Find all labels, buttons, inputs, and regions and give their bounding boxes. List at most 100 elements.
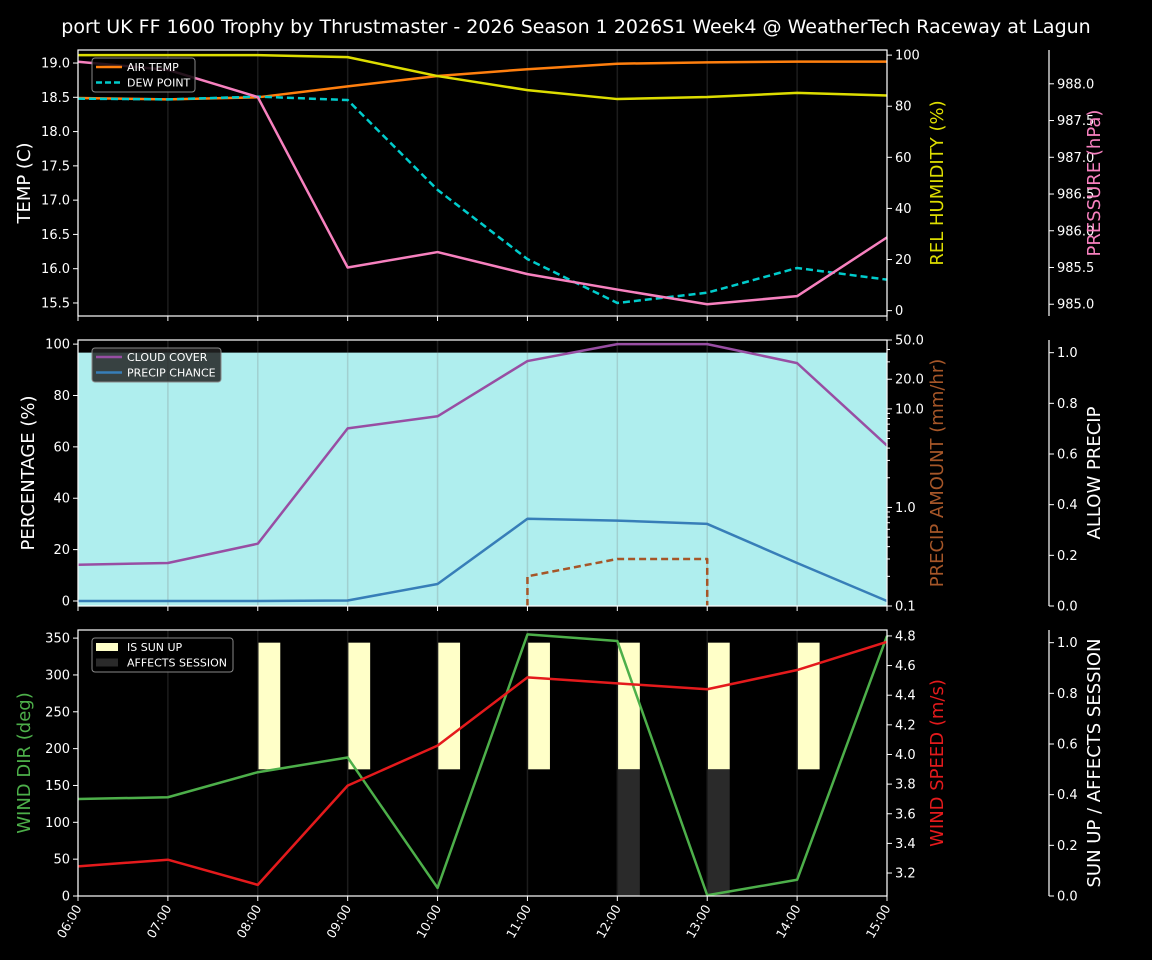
- y-tick-label: 0.2: [1057, 839, 1078, 854]
- y-tick-label: 4.6: [895, 659, 916, 674]
- legend-swatch: [96, 658, 118, 667]
- legend-box: [91, 347, 222, 383]
- dew-point-line: [77, 95, 888, 305]
- y-tick-label: 40: [895, 202, 912, 217]
- y-tick-label: 0.8: [1057, 397, 1078, 412]
- y-axis-label-right2: SUN UP / AFFECTS SESSION: [1084, 638, 1105, 887]
- y-tick-label: 16.0: [41, 262, 70, 277]
- y-tick-label: 60: [895, 151, 912, 166]
- x-tick-label: 09:00: [323, 902, 354, 941]
- y-tick-label: 20: [895, 253, 912, 268]
- y-tick-label: 50.0: [895, 334, 924, 349]
- plot-frame: [77, 49, 888, 317]
- y-axis-label: TEMP (C): [14, 142, 35, 224]
- y-tick-label: 985.5: [1057, 261, 1094, 276]
- legend-label: AIR TEMP: [127, 61, 179, 74]
- sun-up-bar: [797, 642, 820, 770]
- y-tick-label: 17.0: [41, 194, 70, 209]
- y-tick-label: 3.6: [895, 807, 916, 822]
- sun-up-bar: [707, 642, 730, 770]
- y-axis-label: PERCENTAGE (%): [18, 395, 39, 550]
- y-tick-label: 0: [62, 890, 70, 905]
- y-tick-label: 80: [53, 389, 70, 404]
- y-tick-label: 1.0: [1057, 636, 1078, 651]
- legend: IS SUN UP AFFECTS SESSION: [91, 637, 234, 673]
- allow-precip-area: [78, 352, 887, 606]
- y-tick-label: 4.2: [895, 718, 916, 733]
- y-tick-label: 0.6: [1057, 738, 1078, 753]
- y-axis-label-right2: PRESSURE (hPa): [1084, 110, 1105, 257]
- y-tick-label: 350: [45, 632, 70, 647]
- y-axis-label-right: WIND SPEED (m/s): [927, 679, 948, 847]
- y-tick-label: 100: [45, 816, 70, 831]
- y-tick-label: 50: [53, 853, 70, 868]
- legend-swatch: [96, 643, 118, 651]
- precip-chance-line: [78, 517, 888, 603]
- y-tick-label: 988.0: [1057, 77, 1094, 92]
- humidity-line: [78, 53, 888, 101]
- chart-title: port UK FF 1600 Trophy by Thrustmaster -…: [61, 16, 1091, 38]
- affects-session-bar: [617, 769, 640, 896]
- y-tick-label: 987.5: [1057, 114, 1094, 129]
- x-tick-label: 08:00: [233, 902, 264, 941]
- cloud-cover-line: [77, 342, 888, 567]
- legend-label: PRECIP CHANCE: [127, 367, 216, 380]
- y-tick-label: 250: [45, 705, 70, 720]
- affects-session-bar: [707, 769, 730, 896]
- y-tick-label: 0.1: [895, 600, 916, 615]
- y-tick-label: 0.8: [1057, 687, 1078, 702]
- y-tick-label: 16.5: [41, 228, 70, 243]
- x-tick-label: 12:00: [593, 902, 624, 941]
- legend: CLOUD COVER PRECIP CHANCE: [91, 347, 222, 383]
- y-tick-label: 987.0: [1057, 151, 1094, 166]
- y-tick-label: 986.5: [1057, 188, 1094, 203]
- y-tick-label: 985.0: [1057, 298, 1094, 313]
- y-axis-label-right: REL HUMIDITY (%): [927, 100, 948, 265]
- y-tick-label: 3.4: [895, 837, 916, 852]
- x-tick-label: 10:00: [413, 902, 444, 941]
- y-axis-label: WIND DIR (deg): [14, 692, 35, 834]
- y-tick-label: 10.0: [895, 402, 924, 417]
- legend-label: AFFECTS SESSION: [127, 657, 227, 670]
- y-tick-label: 0: [895, 304, 903, 319]
- sun-up-bar: [617, 642, 640, 770]
- y-tick-label: 20.0: [895, 373, 924, 388]
- y-tick-label: 0.0: [1057, 890, 1078, 905]
- pressure-line: [77, 60, 888, 306]
- y-tick-label: 0: [62, 594, 70, 609]
- y-tick-label: 17.5: [41, 159, 70, 174]
- y-tick-label: 0.0: [1057, 600, 1078, 615]
- y-tick-label: 40: [53, 492, 70, 507]
- y-tick-label: 4.4: [895, 689, 916, 704]
- y-tick-label: 0.6: [1057, 448, 1078, 463]
- y-tick-label: 0.4: [1057, 788, 1078, 803]
- panel-1: 15.5 16.0 16.5 17.0 17.5 18.0 18.5 19.0 0 20 40 60 8…: [14, 49, 1105, 321]
- y-tick-label: 1.0: [895, 501, 916, 516]
- x-tick-label: 11:00: [503, 902, 534, 941]
- wind_speed-line: [77, 640, 888, 887]
- x-tick-label: 13:00: [683, 902, 714, 941]
- y-tick-label: 3.2: [895, 867, 916, 882]
- y-axis-label-right2: ALLOW PRECIP: [1084, 406, 1105, 539]
- x-tick-label: 07:00: [143, 902, 174, 941]
- sun-up-bar: [257, 642, 281, 770]
- x-tick-label: 06:00: [54, 902, 85, 941]
- legend: AIR TEMP DEW POINT: [91, 57, 196, 93]
- wind_dir-line: [77, 633, 889, 897]
- legend-label: CLOUD COVER: [127, 351, 208, 364]
- precip_amount-line: [526, 557, 709, 606]
- y-tick-label: 0.4: [1057, 498, 1078, 513]
- y-tick-label: 986.0: [1057, 224, 1094, 239]
- y-tick-label: 20: [53, 543, 70, 558]
- y-axis-label-right: PRECIP AMOUNT (mm/hr): [927, 359, 948, 588]
- sun-up-bar: [527, 642, 550, 770]
- y-tick-label: 80: [895, 100, 912, 115]
- plot-frame: [77, 339, 888, 607]
- sun-up-bar: [437, 642, 461, 770]
- y-tick-label: 100: [895, 49, 920, 64]
- y-tick-label: 18.5: [41, 91, 70, 106]
- x-tick-label: 15:00: [863, 902, 894, 941]
- y-tick-label: 3.8: [895, 778, 916, 793]
- y-tick-label: 100: [45, 338, 70, 353]
